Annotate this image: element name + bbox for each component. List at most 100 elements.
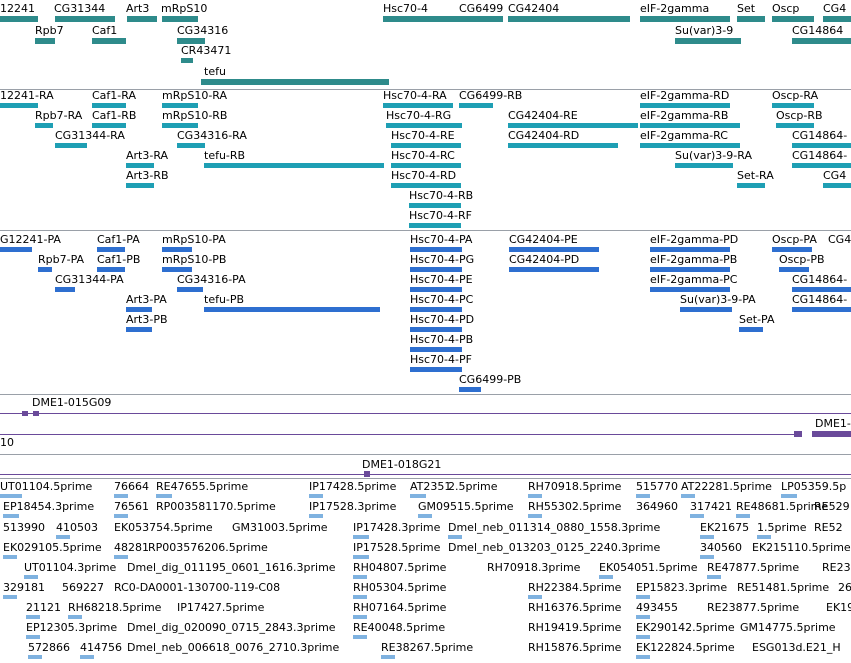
gene-label[interactable]: CG4 <box>823 2 847 15</box>
clone-label[interactable]: DME1- <box>815 417 851 430</box>
est-label[interactable]: RH70918.3prime <box>487 561 581 574</box>
protein-label[interactable]: Hsc70-4-PC <box>410 293 474 306</box>
est-label[interactable]: Dmel_dig_020090_0715_2843.3prime <box>127 621 336 634</box>
transcript-bar[interactable] <box>386 123 462 128</box>
protein-bar[interactable] <box>459 387 481 392</box>
est-label[interactable]: RH55302.5prime <box>528 500 622 513</box>
transcript-bar[interactable] <box>737 183 765 188</box>
est-label[interactable]: 515770 <box>636 480 678 493</box>
est-label[interactable]: EP15823.3prime <box>636 581 728 594</box>
protein-label[interactable]: Hsc70-4-PA <box>410 233 473 246</box>
clone-line[interactable] <box>0 434 800 435</box>
transcript-bar[interactable] <box>640 143 740 148</box>
transcript-label[interactable]: eIF-2gamma-RB <box>640 109 729 122</box>
protein-label[interactable]: Art3-PA <box>126 293 167 306</box>
transcript-label[interactable]: CG42404-RD <box>508 129 580 142</box>
gene-label[interactable]: Su(var)3-9 <box>675 24 734 37</box>
est-bar[interactable] <box>114 555 128 559</box>
gene-label[interactable]: CG42404 <box>508 2 560 15</box>
transcript-label[interactable]: 12241-RA <box>0 89 54 102</box>
protein-label[interactable]: CG42404-PE <box>509 233 578 246</box>
protein-bar[interactable] <box>650 247 730 252</box>
est-bar[interactable] <box>636 595 650 599</box>
transcript-label[interactable]: CG4 <box>823 169 847 182</box>
est-label[interactable]: EK05405 <box>599 561 649 574</box>
est-bar[interactable] <box>26 635 40 639</box>
transcript-bar[interactable] <box>92 103 126 108</box>
gene-bar[interactable] <box>675 38 741 44</box>
est-label[interactable]: 2.5prime <box>448 480 498 493</box>
protein-label[interactable]: Set-PA <box>739 313 775 326</box>
est-bar[interactable] <box>80 655 94 659</box>
est-bar[interactable] <box>353 615 367 619</box>
protein-bar[interactable] <box>162 267 192 272</box>
transcript-bar[interactable] <box>459 103 493 108</box>
est-label[interactable]: EK290142.5prime <box>636 621 735 634</box>
est-label[interactable]: AT2351 <box>410 480 452 493</box>
gene-label[interactable]: CG14864 <box>792 24 844 37</box>
protein-bar[interactable] <box>680 307 732 312</box>
protein-bar[interactable] <box>509 267 599 272</box>
protein-label[interactable]: CG42404-PD <box>509 253 580 266</box>
est-label[interactable]: EK122824.5prime <box>636 641 735 654</box>
est-bar[interactable] <box>353 575 367 579</box>
protein-bar[interactable] <box>126 307 152 312</box>
est-bar[interactable] <box>707 575 721 579</box>
protein-label[interactable]: Rpb7-PA <box>38 253 85 266</box>
est-label[interactable]: 1.5prime <box>757 521 807 534</box>
est-label[interactable]: 414756 <box>80 641 122 654</box>
gene-bar[interactable] <box>772 16 814 22</box>
protein-bar[interactable] <box>410 287 462 292</box>
est-label[interactable]: RH19419.5prime <box>528 621 622 634</box>
est-bar[interactable] <box>690 514 704 518</box>
transcript-label[interactable]: Hsc70-4-RG <box>386 109 452 122</box>
protein-label[interactable]: Su(var)3-9-PA <box>680 293 756 306</box>
est-bar[interactable] <box>353 635 367 639</box>
est-bar[interactable] <box>781 494 797 498</box>
transcript-bar[interactable] <box>391 183 461 188</box>
transcript-label[interactable]: Art3-RA <box>126 149 169 162</box>
transcript-bar[interactable] <box>640 123 740 128</box>
transcript-bar[interactable] <box>772 103 814 108</box>
protein-bar[interactable] <box>739 327 763 332</box>
est-bar[interactable] <box>410 494 426 498</box>
est-label[interactable]: 410503 <box>56 521 98 534</box>
protein-bar[interactable] <box>779 267 809 272</box>
gene-bar[interactable] <box>640 16 730 22</box>
est-bar[interactable] <box>681 494 695 498</box>
gene-bar[interactable] <box>508 16 630 22</box>
est-label[interactable]: IP17427.5prime <box>177 601 265 614</box>
transcript-bar[interactable] <box>35 123 53 128</box>
est-label[interactable]: RE48681.5prime <box>736 500 829 513</box>
gene-bar[interactable] <box>201 79 389 85</box>
gene-bar[interactable] <box>55 16 115 22</box>
est-bar[interactable] <box>156 494 172 498</box>
clone-label[interactable]: DME1-015G09 <box>32 396 112 409</box>
transcript-bar[interactable] <box>92 123 126 128</box>
est-label[interactable]: 493455 <box>636 601 678 614</box>
protein-bar[interactable] <box>0 247 32 252</box>
transcript-label[interactable]: Hsc70-4-RF <box>409 209 472 222</box>
protein-label[interactable]: Hsc70-4-PB <box>410 333 474 346</box>
est-label[interactable]: EK029105.5prime <box>3 541 102 554</box>
est-label[interactable]: 317421 <box>690 500 732 513</box>
est-label[interactable]: Dmel_neb_011314_0880_1558.3prime <box>448 521 661 534</box>
clone-label[interactable]: 10 <box>0 436 14 449</box>
protein-bar[interactable] <box>126 327 152 332</box>
transcript-bar[interactable] <box>823 183 851 188</box>
protein-bar[interactable] <box>410 347 462 352</box>
transcript-label[interactable]: Caf1-RB <box>92 109 137 122</box>
est-bar[interactable] <box>636 655 650 659</box>
transcript-label[interactable]: Oscp-RB <box>776 109 823 122</box>
est-label[interactable]: EP18454.3prime <box>3 500 95 513</box>
protein-bar[interactable] <box>772 247 812 252</box>
transcript-bar[interactable] <box>675 163 733 168</box>
est-bar[interactable] <box>3 514 19 518</box>
est-bar[interactable] <box>418 514 432 518</box>
est-label[interactable]: RE23 <box>822 561 851 574</box>
est-bar[interactable] <box>528 494 542 498</box>
est-label[interactable]: RH04807.5prime <box>353 561 447 574</box>
est-label[interactable]: 364960 <box>636 500 678 513</box>
gene-bar[interactable] <box>737 16 765 22</box>
gene-bar[interactable] <box>127 16 157 22</box>
